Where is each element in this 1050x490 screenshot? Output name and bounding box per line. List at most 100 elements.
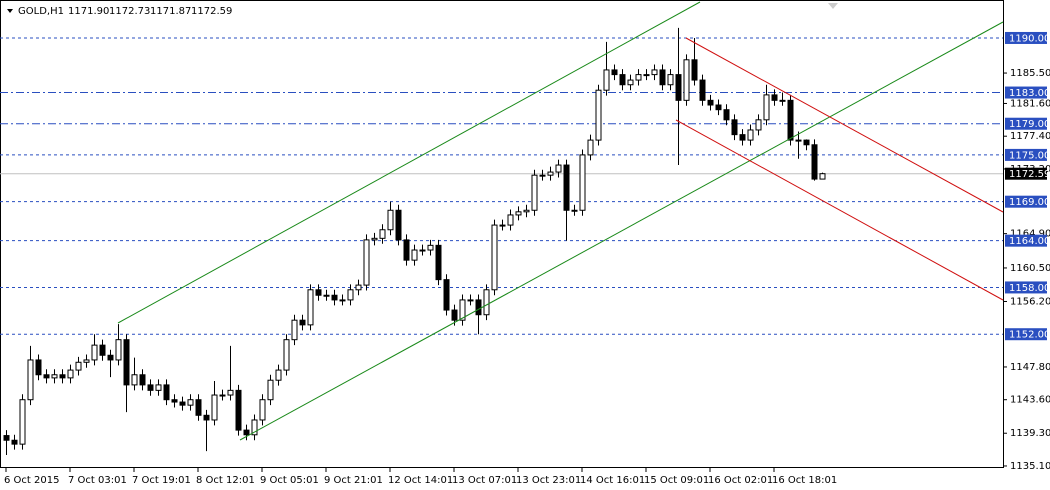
candle-body [739, 134, 746, 141]
candle-body [531, 174, 538, 211]
candle-body [667, 74, 674, 86]
candle-body [107, 354, 114, 361]
x-tick-label: 15 Oct 09:01 [644, 475, 709, 486]
candle-body [491, 224, 498, 291]
y-tick-label: 1181.60 [1010, 98, 1050, 109]
candle-body [699, 79, 706, 101]
candle-body [419, 249, 426, 252]
candle-body [507, 214, 514, 226]
candle-body [787, 99, 794, 141]
level-label-box [1005, 148, 1047, 161]
candle-body [659, 69, 666, 86]
x-tick-label: 13 Oct 07:01 [452, 475, 517, 486]
candle-body [563, 164, 570, 211]
candle-body [59, 374, 66, 379]
x-tick-label: 16 Oct 18:01 [772, 475, 837, 486]
candle-body [571, 209, 578, 212]
candle-body [179, 401, 186, 406]
candle-body [651, 69, 658, 76]
candle-body [723, 109, 730, 121]
candle-body [363, 239, 370, 286]
candle-body [411, 249, 418, 261]
candle-body [187, 399, 194, 406]
y-tick-label: 1143.60 [1010, 395, 1050, 406]
candle-body [547, 171, 554, 176]
x-tick-label: 7 Oct 19:01 [132, 475, 191, 486]
channel-lower [675, 119, 1004, 301]
candle-body [395, 209, 402, 241]
y-tick-label: 1177.40 [1010, 131, 1050, 142]
candle-body [91, 344, 98, 361]
candle-body [803, 139, 810, 146]
x-tick-label: 12 Oct 14:01 [388, 475, 453, 486]
candle-body [51, 374, 58, 379]
candle-body [435, 244, 442, 281]
level-label-box [1005, 281, 1047, 294]
menu-arrow[interactable] [7, 9, 13, 13]
candle-body [243, 429, 250, 436]
current-price-box [1005, 167, 1047, 180]
level-label: 1179.00 [1009, 119, 1050, 130]
candle-body [747, 129, 754, 141]
candle-body [155, 384, 162, 391]
candle-body [227, 389, 234, 396]
y-tick-label: 1147.80 [1010, 362, 1050, 373]
candle-body [475, 299, 482, 316]
candle-body [795, 139, 802, 142]
candle-body [459, 299, 466, 321]
level-label-box [1005, 31, 1047, 44]
x-tick-label: 14 Oct 16:01 [580, 475, 645, 486]
candle-body [755, 119, 762, 131]
candle-body [427, 244, 434, 251]
candle-body [139, 374, 146, 386]
candle-body [691, 59, 698, 81]
candle-body [355, 284, 362, 291]
trend-channels [117, 1, 1004, 441]
header-value: 1172.73 [109, 6, 150, 17]
x-tick-label: 13 Oct 23:01 [516, 475, 581, 486]
candle-body [555, 164, 562, 173]
candle-body [379, 229, 386, 239]
level-label-box [1005, 195, 1047, 208]
candle-body [707, 99, 714, 106]
candle-body [299, 319, 306, 326]
candle-body [75, 361, 82, 371]
candle-body [523, 209, 530, 213]
x-tick-label: 9 Oct 05:01 [260, 475, 319, 486]
candle-body [539, 174, 546, 177]
level-label-box [1005, 234, 1047, 247]
x-tick-label: 16 Oct 02:01 [708, 475, 773, 486]
y-tick-label: 1185.50 [1010, 68, 1050, 79]
candle-body [467, 299, 474, 302]
candle-body [595, 89, 602, 141]
y-tick-label: 1135.10 [1010, 461, 1050, 472]
candle-body [195, 399, 202, 416]
candle-body [371, 237, 378, 241]
channel-lower [239, 21, 1004, 441]
candle-body [3, 435, 10, 441]
candle-body [275, 369, 282, 381]
candle-body [483, 289, 490, 316]
candle-body [499, 224, 506, 227]
candle-body [603, 69, 610, 91]
candle-body [123, 339, 130, 386]
candle-body [43, 374, 50, 379]
header-value: 1171.90 [68, 6, 109, 17]
header-value: 1172.59 [191, 6, 232, 17]
candle-body [675, 74, 682, 101]
candle-body [115, 339, 122, 361]
level-label: 1190.00 [1009, 33, 1050, 44]
candle-body [811, 144, 818, 180]
candle-body [259, 399, 266, 421]
candle-body [619, 74, 626, 86]
header-value: 1171.87 [150, 6, 191, 17]
symbol: GOLD,H1 [18, 6, 64, 17]
candle-body [731, 119, 738, 136]
level-label: 1152.00 [1009, 330, 1050, 341]
candle-body [643, 74, 650, 77]
level-label: 1164.00 [1009, 236, 1050, 247]
y-tick-label: 1139.30 [1010, 428, 1050, 439]
candle-body [211, 394, 218, 421]
candle-body [35, 359, 42, 376]
